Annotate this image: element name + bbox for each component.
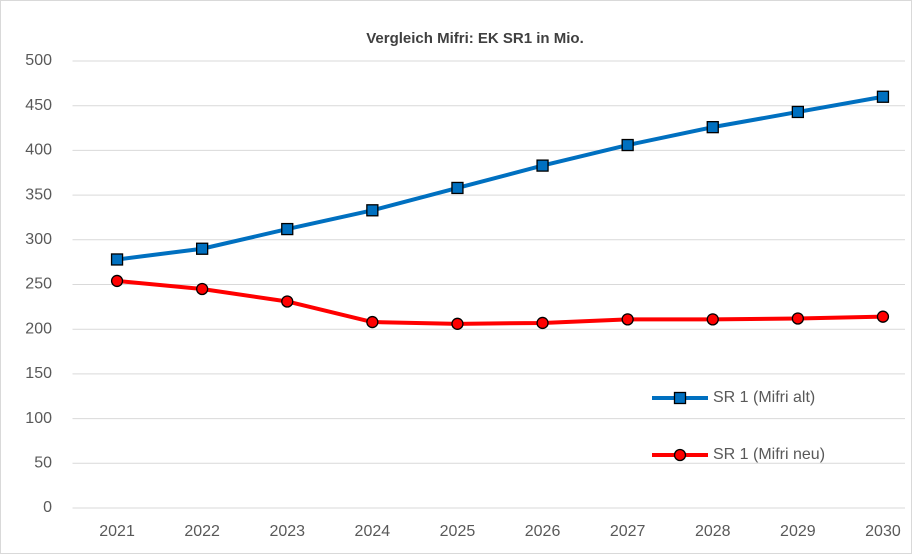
x-tick-label: 2029 bbox=[780, 523, 816, 540]
data-point bbox=[876, 90, 890, 103]
data-point bbox=[621, 138, 634, 152]
y-tick-label: 150 bbox=[25, 365, 52, 382]
legend-marker bbox=[673, 448, 687, 462]
data-point bbox=[621, 313, 634, 326]
data-point bbox=[706, 313, 719, 326]
x-tick-label: 2028 bbox=[695, 523, 731, 540]
x-tick-label: 2030 bbox=[865, 523, 901, 540]
data-point bbox=[791, 312, 804, 325]
data-point bbox=[451, 317, 464, 330]
y-tick-label: 400 bbox=[25, 142, 52, 159]
data-point bbox=[451, 181, 464, 195]
y-tick-label: 350 bbox=[25, 186, 52, 203]
y-tick-label: 500 bbox=[25, 52, 52, 69]
x-tick-label: 2026 bbox=[525, 523, 561, 540]
x-tick-label: 2022 bbox=[184, 523, 220, 540]
data-point bbox=[536, 159, 549, 172]
chart-title: Vergleich Mifri: EK SR1 in Mio. bbox=[366, 30, 584, 47]
data-point bbox=[110, 274, 124, 288]
y-tick-label: 100 bbox=[25, 410, 52, 427]
data-point bbox=[281, 222, 294, 236]
data-point bbox=[791, 105, 804, 119]
y-tick-label: 0 bbox=[43, 499, 52, 516]
data-point bbox=[110, 253, 124, 266]
y-tick-label: 200 bbox=[25, 320, 52, 337]
y-tick-label: 450 bbox=[25, 97, 52, 114]
data-point bbox=[876, 310, 890, 323]
data-point bbox=[536, 316, 549, 330]
data-point bbox=[706, 121, 719, 134]
x-tick-label: 2027 bbox=[610, 523, 646, 540]
data-point bbox=[366, 315, 379, 329]
legend-marker bbox=[673, 391, 687, 405]
legend-label: SR 1 (Mifri alt) bbox=[713, 389, 815, 406]
x-tick-label: 2025 bbox=[440, 523, 476, 540]
x-tick-label: 2021 bbox=[99, 523, 135, 540]
data-point bbox=[366, 204, 379, 217]
x-tick-label: 2024 bbox=[355, 523, 391, 540]
series-line bbox=[116, 278, 883, 326]
y-tick-label: 50 bbox=[34, 455, 52, 472]
y-tick-label: 250 bbox=[25, 276, 52, 293]
series-line bbox=[116, 94, 884, 262]
data-point bbox=[195, 242, 209, 255]
y-tick-label: 300 bbox=[25, 231, 52, 248]
x-tick-label: 2023 bbox=[269, 523, 305, 540]
data-point bbox=[281, 295, 294, 308]
legend-label: SR 1 (Mifri neu) bbox=[713, 446, 825, 463]
data-point bbox=[195, 282, 209, 296]
